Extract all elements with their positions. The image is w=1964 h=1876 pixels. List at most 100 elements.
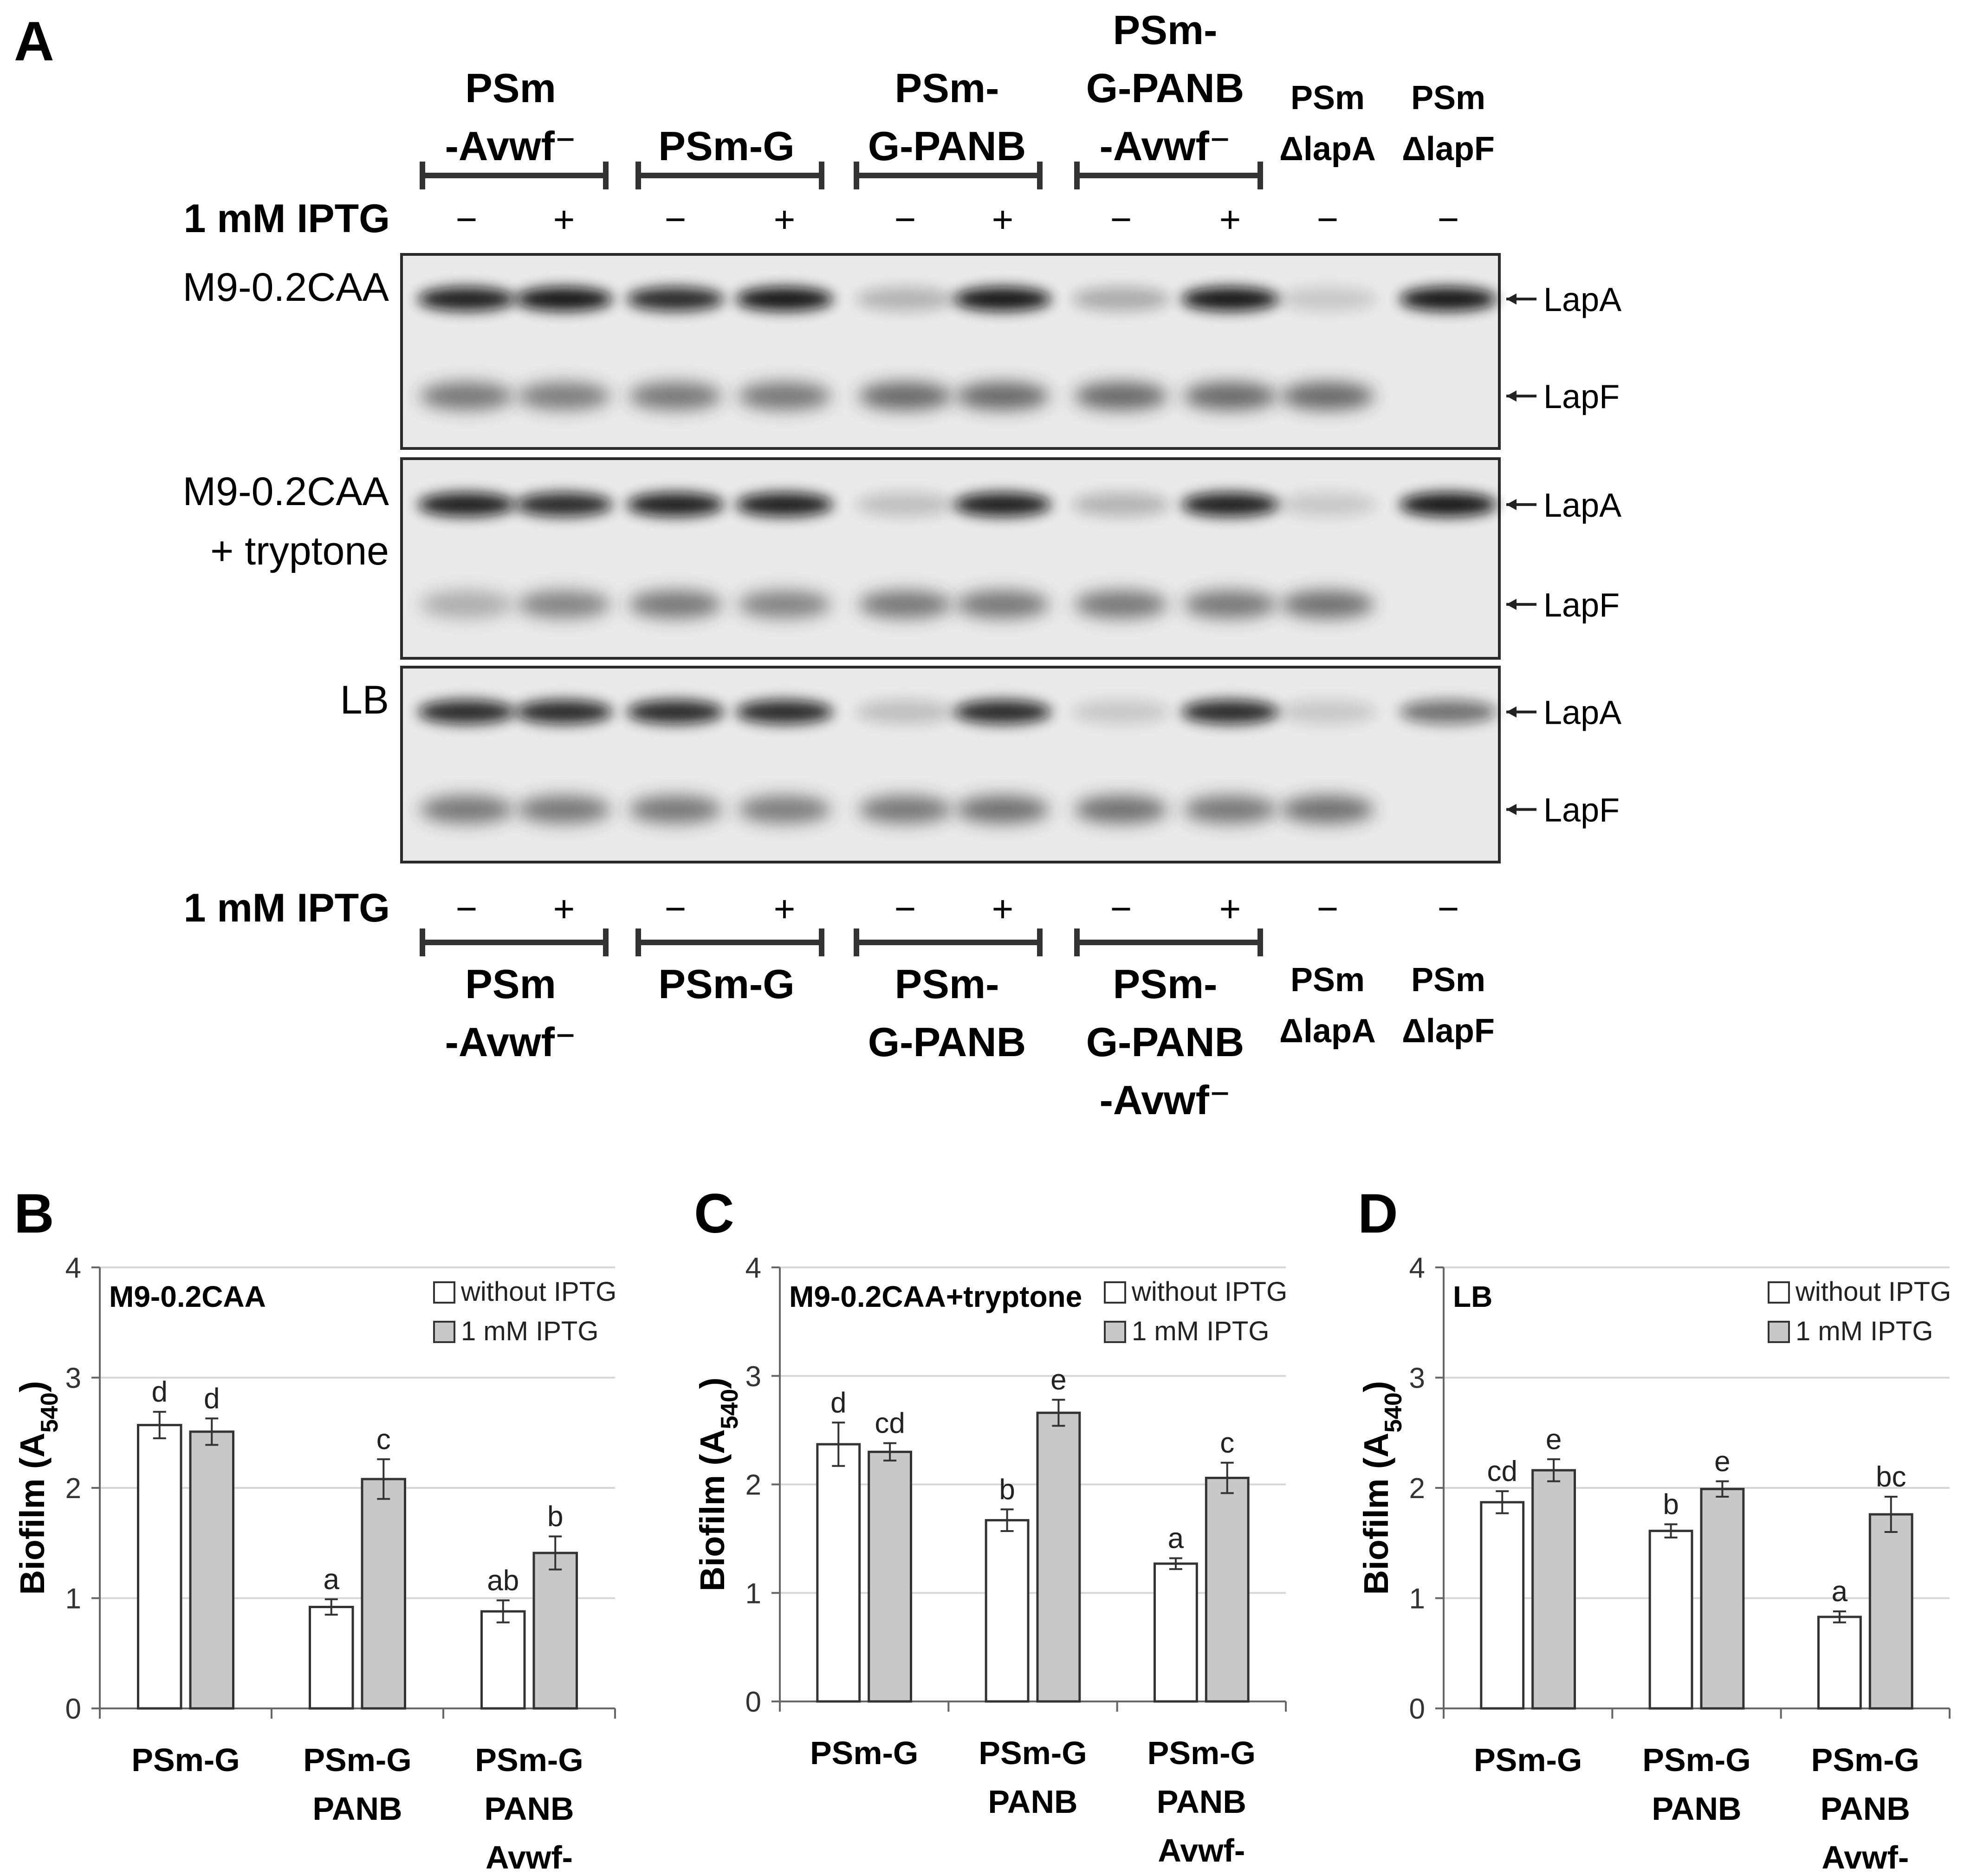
panel-b-bar-chart: B 0 1 2 3 4 Biofilm (A540) M9-0.2CAA without IPT… (13, 1182, 616, 1876)
iptg-sign-bottom: − (665, 888, 687, 929)
lapa-band (736, 700, 833, 724)
lapa-band (736, 287, 833, 312)
lapf-band (956, 795, 1049, 824)
bottom-group-label: ΔlapF (1402, 1013, 1495, 1050)
lapa-band (1181, 287, 1279, 312)
top-group-label: ΔlapF (1402, 130, 1495, 168)
lapa-band (1072, 287, 1170, 312)
significance-letter: cd (875, 1408, 905, 1440)
y-tick-label: 4 (1409, 1252, 1425, 1284)
y-tick-label: 2 (1409, 1473, 1425, 1505)
legend-label: 1 mM IPTG (1132, 1316, 1269, 1346)
lapa-band (627, 287, 724, 312)
significance-letter: a (324, 1564, 340, 1596)
lapa-band (856, 700, 954, 724)
bar (532, 1551, 578, 1710)
top-group-label: -Avwf⁻ (1100, 123, 1231, 169)
lapf-band (1075, 590, 1167, 618)
band-arrowhead (1506, 598, 1517, 610)
error-bar (832, 1422, 845, 1467)
category-label: PSm-G (810, 1735, 918, 1771)
legend-label: without IPTG (1131, 1277, 1287, 1307)
category-label: Avwf- (1158, 1832, 1245, 1869)
bar (137, 1424, 182, 1710)
blot-condition-label: LB (340, 678, 389, 722)
lapf-band (956, 590, 1049, 618)
significance-letter: d (204, 1383, 220, 1415)
error-bar (1496, 1490, 1509, 1514)
band-arrowhead (1506, 390, 1517, 402)
bar (985, 1519, 1030, 1703)
lapf-band (1184, 795, 1277, 824)
top-group-label: PSm (465, 65, 556, 111)
category-label: PSm-G (303, 1742, 411, 1778)
bottom-group-label: -Avwf⁻ (1100, 1077, 1231, 1123)
significance-letter: c (1220, 1427, 1234, 1459)
category-label: PANB (312, 1791, 402, 1827)
iptg-sign-bottom: + (1219, 888, 1241, 929)
iptg-sign-top: − (665, 199, 687, 240)
category-label: PSm-G (1811, 1742, 1919, 1778)
lapf-band (1281, 382, 1374, 410)
band-arrowhead (1506, 293, 1517, 305)
top-group-label: PSm (1290, 79, 1365, 117)
bottom-group-label: -Avwf⁻ (445, 1019, 577, 1065)
error-bar (377, 1458, 390, 1500)
y-tick-label: 1 (1409, 1583, 1425, 1615)
bottom-group-bracket (420, 928, 609, 956)
iptg-sign-bottom: + (774, 888, 796, 929)
category-label: PSm-G (475, 1742, 583, 1778)
lapf-band (518, 382, 610, 410)
error-bar (1664, 1523, 1678, 1538)
bar (1480, 1501, 1525, 1710)
legend-label: 1 mM IPTG (1795, 1316, 1933, 1346)
lapf-band (859, 590, 952, 618)
lapf-band (1075, 382, 1167, 410)
iptg-sign-top: − (1438, 199, 1459, 240)
bottom-group-label: PSm- (1113, 961, 1218, 1007)
lapf-band (859, 795, 952, 824)
category-label: Avwf- (486, 1839, 573, 1876)
panel-c-bar-chart: C 0 1 2 3 4 Biofilm (A540) M9-0.2CAA+tryptone wi… (693, 1182, 1287, 1869)
top-group-label: PSm-G (658, 123, 794, 169)
band-arrowhead (1506, 706, 1517, 718)
category-label: PANB (1157, 1784, 1246, 1820)
lapf-band (629, 382, 722, 410)
error-bar (496, 1599, 510, 1623)
lapa-band (856, 287, 954, 312)
iptg-sign-bottom: − (456, 888, 478, 929)
significance-letter: a (1832, 1576, 1848, 1608)
significance-letter: b (1663, 1488, 1679, 1520)
lapa-band (1279, 287, 1376, 312)
category-label: PANB (988, 1784, 1077, 1820)
iptg-sign-top: + (1219, 199, 1241, 240)
category-label: Avwf- (1821, 1839, 1909, 1876)
bar (1154, 1562, 1198, 1703)
category-label: PSm-G (1474, 1742, 1582, 1778)
iptg-sign-bottom: + (553, 888, 575, 929)
bar (1205, 1476, 1250, 1703)
lapf-band (738, 590, 831, 618)
y-tick-label: 3 (745, 1361, 761, 1393)
legend-label: 1 mM IPTG (461, 1316, 598, 1346)
top-group-label: PSm- (1113, 7, 1218, 53)
top-group-label: -Avwf⁻ (445, 123, 577, 169)
category-label: PANB (1821, 1791, 1910, 1827)
bar (816, 1443, 861, 1703)
iptg-sign-top: − (456, 199, 478, 240)
y-tick-label: 1 (745, 1577, 761, 1610)
error-bar (324, 1598, 338, 1616)
bar (1648, 1530, 1693, 1710)
lapa-band (856, 492, 954, 517)
band-label: LapF (1543, 792, 1620, 829)
significance-letter: b (547, 1501, 563, 1533)
error-bar (1169, 1557, 1182, 1570)
bar (1817, 1616, 1862, 1710)
bar (868, 1450, 912, 1703)
lapf-band (1281, 590, 1374, 618)
blot-condition-label: M9-0.2CAA (183, 265, 389, 310)
lapf-band (518, 590, 610, 618)
error-bar (1716, 1480, 1729, 1498)
top-group-label: G-PANB (868, 123, 1026, 169)
